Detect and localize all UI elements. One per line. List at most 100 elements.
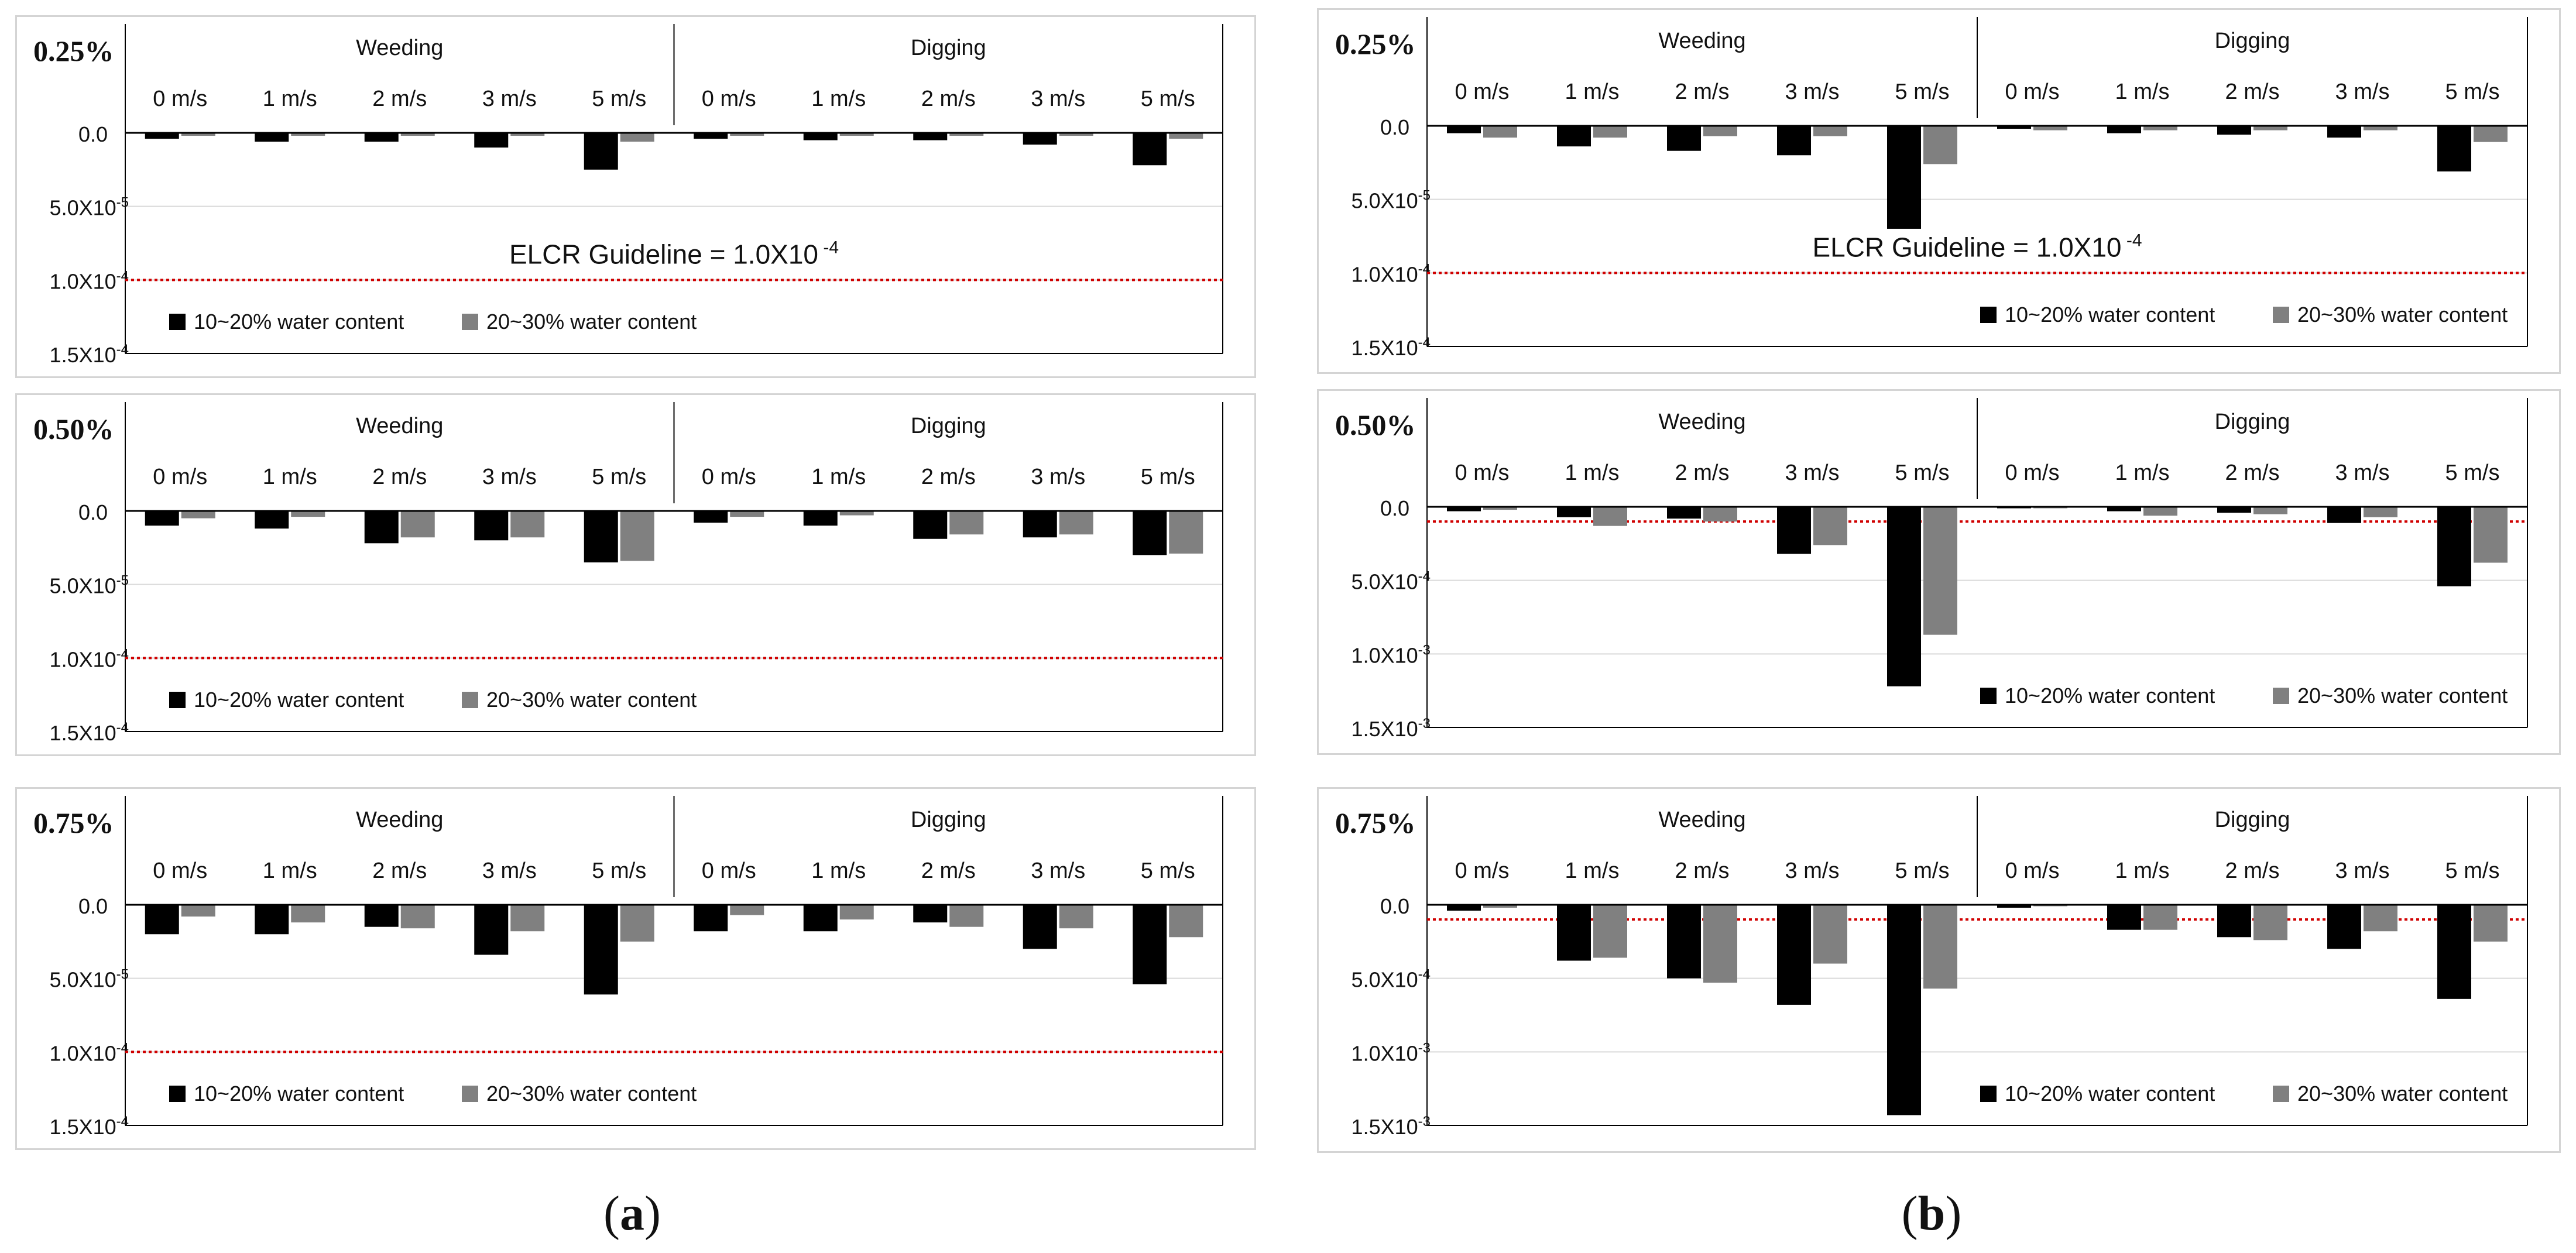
group-label: Weeding	[1658, 29, 1745, 53]
bar-series-2	[1923, 507, 1957, 635]
bar-series-2	[1483, 126, 1517, 138]
legend-label-series-2: 20~30% water content	[2297, 303, 2508, 327]
bar-series-1	[255, 511, 289, 529]
bar-series-1	[145, 905, 179, 935]
legend-swatch-series-2	[2273, 307, 2289, 323]
bar-series-2	[1059, 905, 1093, 929]
legend-swatch-series-2	[462, 1086, 478, 1102]
group-label: Digging	[911, 36, 986, 60]
category-label: 0 m/s	[153, 465, 207, 489]
bar-series-2	[2253, 126, 2287, 131]
bar-series-2	[1703, 507, 1737, 522]
chart-svg: 0.50% 0.0 5.0X10-4 1.0X10-3 1.5X10-3 Weeding D…	[1335, 398, 2528, 741]
bar-series-1	[584, 133, 618, 170]
bar-series-2	[1813, 905, 1847, 964]
bar-series-1	[1667, 126, 1701, 151]
bar-series-1	[913, 133, 948, 140]
category-label: 0 m/s	[1455, 859, 1510, 883]
y-tick-label: 1.5X10-3	[1352, 1114, 1431, 1139]
y-tick-exponent: -4	[116, 1114, 129, 1130]
category-label: 5 m/s	[1141, 87, 1195, 111]
category-label: 1 m/s	[2115, 859, 2170, 883]
chart-panel-b2: 0.50% 0.0 5.0X10-4 1.0X10-3 1.5X10-3 Weeding D…	[1317, 389, 2561, 755]
bar-series-1	[1997, 126, 2031, 129]
category-label: 3 m/s	[1031, 87, 1085, 111]
category-label: 1 m/s	[1565, 859, 1620, 883]
chart-svg: 0.75% 0.0 5.0X10-5 1.0X10-4 1.5X10-4 Weeding D…	[33, 796, 1223, 1139]
legend-label-series-1: 10~20% water content	[194, 1082, 404, 1106]
chart-svg: 0.25% 0.0 5.0X10-5 1.0X10-4 1.5X10-4 Weeding D…	[1335, 17, 2528, 360]
y-tick-label: 5.0X10-5	[50, 573, 129, 598]
category-label: 1 m/s	[263, 87, 317, 111]
category-label: 3 m/s	[1031, 465, 1085, 489]
bar-series-1	[145, 511, 179, 526]
bar-series-2	[1483, 905, 1517, 908]
legend-label-series-2: 20~30% water content	[486, 688, 697, 712]
bar-series-2	[730, 905, 764, 915]
category-label: 2 m/s	[1675, 859, 1730, 883]
bar-series-2	[1923, 905, 1957, 989]
bar-series-1	[2107, 126, 2141, 133]
y-tick-label: 0.0	[78, 500, 108, 524]
bar-series-2	[181, 511, 215, 519]
bar-series-1	[1133, 133, 1167, 166]
group-label: Digging	[2215, 410, 2290, 434]
bar-series-2	[400, 133, 435, 136]
bar-series-2	[1059, 511, 1093, 535]
bar-series-1	[1133, 511, 1167, 555]
category-label: 2 m/s	[372, 465, 427, 489]
water-percent-label: 0.50%	[33, 413, 114, 445]
group-label: Weeding	[1658, 808, 1745, 832]
category-label: 1 m/s	[2115, 80, 2170, 104]
bar-series-1	[803, 133, 838, 140]
bar-series-1	[1777, 905, 1811, 1005]
bar-series-1	[1667, 507, 1701, 519]
bar-series-2	[949, 905, 984, 927]
legend-swatch-series-1	[169, 692, 186, 708]
y-tick-label: 5.0X10-5	[1352, 188, 1431, 213]
category-label: 0 m/s	[702, 465, 756, 489]
bar-series-2	[291, 511, 325, 517]
y-tick-exponent: -3	[1418, 716, 1431, 732]
water-percent-label: 0.25%	[1335, 28, 1416, 60]
bar-series-1	[1557, 905, 1591, 961]
category-label: 0 m/s	[702, 859, 756, 883]
bar-series-2	[730, 133, 764, 136]
bar-series-2	[839, 905, 874, 920]
legend-label-series-2: 20~30% water content	[2297, 684, 2508, 708]
legend-label-series-1: 10~20% water content	[194, 310, 404, 334]
bar-series-2	[510, 133, 545, 136]
category-label: 0 m/s	[702, 87, 756, 111]
bar-series-2	[2033, 126, 2067, 131]
chart-svg: 0.50% 0.0 5.0X10-5 1.0X10-4 1.5X10-4 Weeding D…	[33, 402, 1223, 745]
category-label: 5 m/s	[1895, 461, 1950, 485]
category-label: 2 m/s	[2225, 859, 2280, 883]
bar-series-2	[2474, 507, 2508, 563]
bar-series-1	[1447, 507, 1481, 512]
bar-series-1	[1023, 133, 1057, 145]
y-tick-exponent: -4	[116, 268, 129, 284]
bar-series-1	[2217, 126, 2251, 135]
bar-series-1	[255, 905, 289, 935]
chart-panel-a3: 0.75% 0.0 5.0X10-5 1.0X10-4 1.5X10-4 Weeding D…	[15, 787, 1256, 1150]
legend-label-series-2: 20~30% water content	[2297, 1082, 2508, 1106]
bar-series-1	[145, 133, 179, 139]
y-tick-label: 1.0X10-3	[1352, 1040, 1431, 1065]
bar-series-1	[1133, 905, 1167, 984]
bar-series-2	[2253, 507, 2287, 514]
bar-series-1	[1887, 905, 1921, 1115]
legend-label-series-2: 20~30% water content	[486, 310, 697, 334]
category-label: 3 m/s	[482, 87, 537, 111]
bar-series-2	[1169, 905, 1203, 938]
legend-swatch-series-2	[2273, 688, 2289, 704]
bar-series-1	[364, 133, 399, 142]
y-tick-exponent: -5	[116, 967, 129, 983]
category-label: 1 m/s	[811, 87, 866, 111]
legend-swatch-series-1	[169, 314, 186, 330]
y-tick-exponent: -5	[116, 195, 129, 211]
bar-series-1	[913, 511, 948, 539]
category-label: 2 m/s	[921, 859, 976, 883]
y-tick-label: 1.5X10-4	[1352, 335, 1431, 360]
category-label: 5 m/s	[592, 465, 646, 489]
category-label: 5 m/s	[1895, 859, 1950, 883]
